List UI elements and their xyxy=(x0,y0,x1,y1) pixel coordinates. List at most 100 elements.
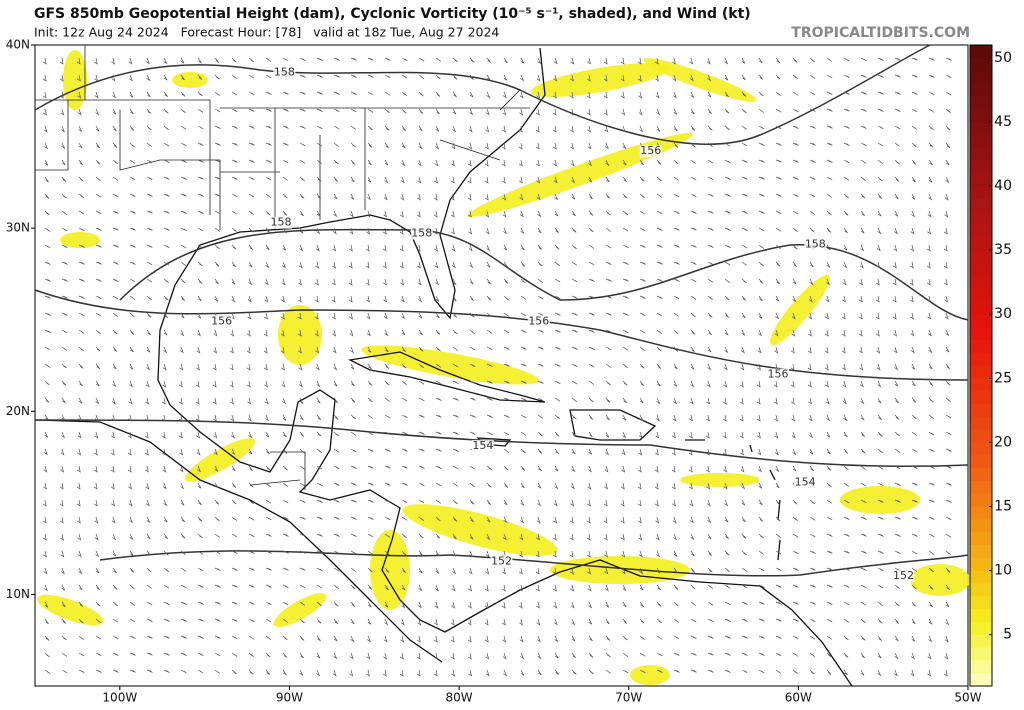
wind-barb xyxy=(112,227,119,231)
wind-barb xyxy=(112,261,119,265)
wind-barb xyxy=(180,550,186,556)
wind-barb xyxy=(656,261,663,265)
wind-barb xyxy=(366,312,371,320)
contour-label: 154 xyxy=(795,476,816,489)
contour-label: 158 xyxy=(270,216,291,229)
wind-barb xyxy=(433,652,438,660)
wind-barb xyxy=(673,329,679,335)
wind-barb xyxy=(265,533,272,537)
wind-barb xyxy=(520,669,525,676)
wind-barb xyxy=(570,516,574,524)
wind-barb xyxy=(689,397,694,405)
wind-barb xyxy=(435,482,442,487)
wind-barb xyxy=(95,584,100,590)
wind-barb xyxy=(61,295,68,299)
wind-barb xyxy=(928,108,935,113)
wind-barb xyxy=(146,108,152,114)
wind-barb xyxy=(520,448,526,454)
wind-barb xyxy=(775,142,782,146)
wind-barb xyxy=(163,210,170,214)
wind-barb xyxy=(316,516,323,520)
wind-barb xyxy=(78,635,85,640)
wind-barb xyxy=(792,550,799,555)
wind-barb xyxy=(469,414,476,418)
wind-barb xyxy=(282,397,287,405)
wind-barb xyxy=(723,448,727,456)
wind-barb xyxy=(706,397,711,405)
wind-barb xyxy=(44,635,50,641)
wind-barb xyxy=(809,516,816,521)
wind-barb xyxy=(586,550,591,558)
wind-barb xyxy=(350,635,355,643)
wind-barb xyxy=(571,635,576,642)
wind-barb xyxy=(588,448,593,455)
wind-barb xyxy=(758,635,765,639)
wind-barb xyxy=(61,278,68,282)
wind-barb xyxy=(367,125,373,131)
wind-barb xyxy=(758,550,765,555)
wind-barb xyxy=(537,329,544,333)
wind-barb xyxy=(265,448,270,455)
wind-barb xyxy=(332,261,336,269)
wind-barb xyxy=(741,278,747,284)
wind-barb xyxy=(554,278,561,283)
wind-barb xyxy=(724,669,731,673)
wind-barb xyxy=(95,261,102,265)
wind-barb xyxy=(571,465,576,473)
wind-barb xyxy=(945,516,952,521)
colorbar-cell xyxy=(970,339,992,354)
wind-barb xyxy=(382,669,387,677)
wind-barb xyxy=(418,57,425,62)
wind-barb xyxy=(537,278,544,283)
wind-barb xyxy=(452,550,457,557)
wind-barb xyxy=(469,57,475,63)
wind-barb xyxy=(655,414,660,422)
wind-barb xyxy=(673,312,680,317)
wind-barb xyxy=(911,363,916,370)
wind-barb xyxy=(214,142,221,146)
wind-barb xyxy=(146,74,151,82)
wind-barb xyxy=(61,210,68,215)
colorbar-cell xyxy=(970,621,992,636)
wind-barb xyxy=(571,227,577,233)
wind-barb xyxy=(877,584,884,589)
wind-barb xyxy=(944,295,949,303)
wind-barb xyxy=(163,74,168,81)
wind-barb xyxy=(843,74,850,79)
wind-barb xyxy=(401,465,408,469)
wind-barb xyxy=(78,652,85,657)
wind-barb xyxy=(826,210,832,216)
wind-barb xyxy=(60,108,65,116)
wind-barb xyxy=(78,669,85,674)
wind-barb xyxy=(178,414,183,422)
wind-barb xyxy=(450,176,455,184)
wind-barb xyxy=(843,210,849,216)
wind-barb xyxy=(163,516,168,523)
wind-barb xyxy=(214,210,221,215)
wind-barb xyxy=(501,584,506,592)
wind-barb xyxy=(758,74,764,80)
wind-barb xyxy=(740,465,745,473)
wind-barb xyxy=(350,210,354,218)
wind-barb xyxy=(656,295,663,300)
wind-barb xyxy=(552,567,557,575)
wind-barb xyxy=(384,516,391,521)
wind-barb xyxy=(486,278,491,285)
wind-barb xyxy=(758,125,765,130)
wind-barb xyxy=(673,397,678,405)
wind-barb xyxy=(469,329,476,334)
wind-barb xyxy=(469,397,476,401)
wind-barb xyxy=(180,635,187,639)
init-line: Init: 12z Aug 24 2024 Forecast Hour: [78… xyxy=(34,25,499,40)
wind-barb xyxy=(707,652,714,656)
wind-barb xyxy=(146,652,153,656)
wind-barb xyxy=(520,414,527,419)
wind-barb xyxy=(42,533,47,541)
vort-blob xyxy=(770,274,830,346)
wind-barb xyxy=(673,193,680,198)
wind-barb xyxy=(367,363,372,370)
wind-barb xyxy=(654,482,659,490)
wind-barb xyxy=(316,57,323,61)
wind-barb xyxy=(316,125,323,130)
wind-barb xyxy=(146,499,150,507)
